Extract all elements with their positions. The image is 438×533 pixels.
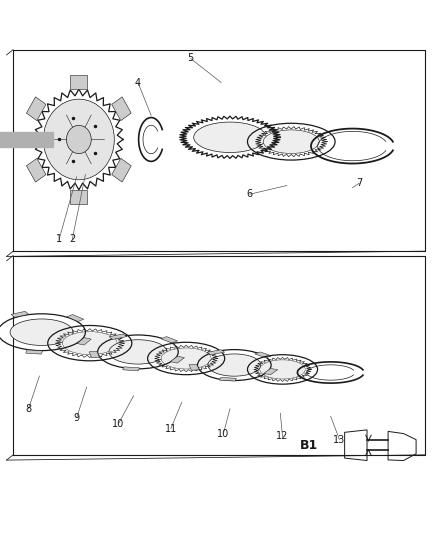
Text: 1: 1 bbox=[56, 235, 62, 244]
Text: 11: 11 bbox=[165, 424, 177, 433]
Polygon shape bbox=[26, 158, 46, 182]
Polygon shape bbox=[77, 337, 91, 345]
Polygon shape bbox=[255, 352, 272, 358]
Polygon shape bbox=[67, 314, 84, 321]
Polygon shape bbox=[71, 75, 87, 89]
Text: 2: 2 bbox=[69, 235, 75, 244]
Polygon shape bbox=[26, 350, 42, 354]
Text: 6: 6 bbox=[247, 189, 253, 199]
Text: 9: 9 bbox=[74, 413, 80, 423]
Polygon shape bbox=[112, 97, 131, 120]
Text: 5: 5 bbox=[187, 53, 194, 63]
FancyArrow shape bbox=[0, 132, 53, 147]
Text: 13: 13 bbox=[333, 434, 346, 445]
Polygon shape bbox=[26, 97, 46, 120]
Text: 10: 10 bbox=[112, 419, 124, 429]
Text: B1: B1 bbox=[300, 439, 318, 451]
Polygon shape bbox=[11, 311, 29, 317]
Polygon shape bbox=[123, 367, 139, 371]
Ellipse shape bbox=[263, 130, 319, 154]
Polygon shape bbox=[207, 350, 225, 355]
Polygon shape bbox=[112, 158, 131, 182]
Ellipse shape bbox=[10, 319, 73, 345]
Text: 10: 10 bbox=[217, 429, 230, 439]
Polygon shape bbox=[189, 365, 199, 370]
Ellipse shape bbox=[109, 340, 167, 364]
Text: 7: 7 bbox=[356, 178, 362, 188]
Polygon shape bbox=[170, 356, 184, 363]
Text: 12: 12 bbox=[276, 431, 289, 441]
Ellipse shape bbox=[161, 348, 211, 369]
Text: 4: 4 bbox=[135, 77, 141, 87]
Ellipse shape bbox=[194, 122, 266, 152]
Ellipse shape bbox=[208, 354, 261, 376]
Polygon shape bbox=[219, 377, 237, 381]
Polygon shape bbox=[161, 337, 178, 343]
Polygon shape bbox=[264, 368, 278, 375]
Ellipse shape bbox=[260, 360, 305, 379]
Ellipse shape bbox=[67, 125, 91, 154]
Ellipse shape bbox=[43, 99, 114, 180]
Ellipse shape bbox=[63, 332, 117, 354]
Polygon shape bbox=[89, 351, 99, 358]
Text: 8: 8 bbox=[25, 404, 32, 414]
Polygon shape bbox=[71, 190, 87, 204]
Polygon shape bbox=[109, 334, 127, 340]
